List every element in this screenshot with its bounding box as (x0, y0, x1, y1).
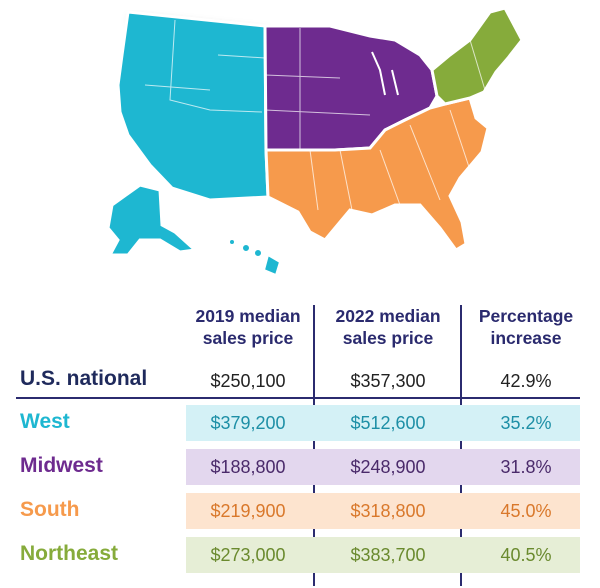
region-pct: 40.5% (500, 545, 552, 565)
region-label: Northeast (20, 542, 119, 565)
region-p2022: $318,800 (350, 501, 426, 521)
national-pct: 42.9% (500, 371, 552, 391)
region-label: South (20, 498, 80, 521)
us-regions-map (106, 6, 524, 277)
region-p2022: $512,600 (350, 413, 426, 433)
price-table: 2019 median sales price 2022 median sales … (0, 295, 600, 588)
region-p2022: $248,900 (350, 457, 426, 477)
national-label: U.S. national (20, 367, 148, 390)
row-band (186, 449, 580, 485)
region-pct: 45.0% (500, 501, 552, 521)
header-2019: 2019 median sales price (195, 306, 301, 348)
region-label: Midwest (20, 454, 103, 477)
column-divider (460, 305, 462, 586)
national-2022: $357,300 (350, 371, 426, 391)
row-band (186, 405, 580, 441)
region-pct: 35.2% (500, 413, 552, 433)
region-south (264, 96, 490, 252)
row-band (186, 537, 580, 573)
region-p2019: $273,000 (210, 545, 286, 565)
header-2022: 2022 median sales price (335, 306, 441, 348)
region-northeast (430, 6, 524, 106)
header-percentage: Percentage increase (478, 306, 574, 348)
region-p2019: $379,200 (210, 413, 286, 433)
region-row-2: South $219,900 $318,800 45.0% (0, 491, 600, 531)
region-p2019: $219,900 (210, 501, 286, 521)
region-pct: 31.8% (500, 457, 552, 477)
divider-line (16, 397, 580, 399)
hawaii (228, 238, 282, 277)
region-row-0: West $379,200 $512,600 35.2% (0, 403, 600, 443)
region-p2022: $383,700 (350, 545, 426, 565)
region-row-3: Northeast $273,000 $383,700 40.5% (0, 535, 600, 575)
national-2019: $250,100 (210, 371, 286, 391)
region-p2019: $188,800 (210, 457, 286, 477)
alaska (106, 183, 199, 257)
row-band (186, 493, 580, 529)
region-row-1: Midwest $188,800 $248,900 31.8% (0, 447, 600, 487)
national-row: U.S. national $250,100 $357,300 42.9% (0, 365, 600, 397)
column-divider (313, 305, 315, 586)
region-label: West (20, 410, 70, 433)
